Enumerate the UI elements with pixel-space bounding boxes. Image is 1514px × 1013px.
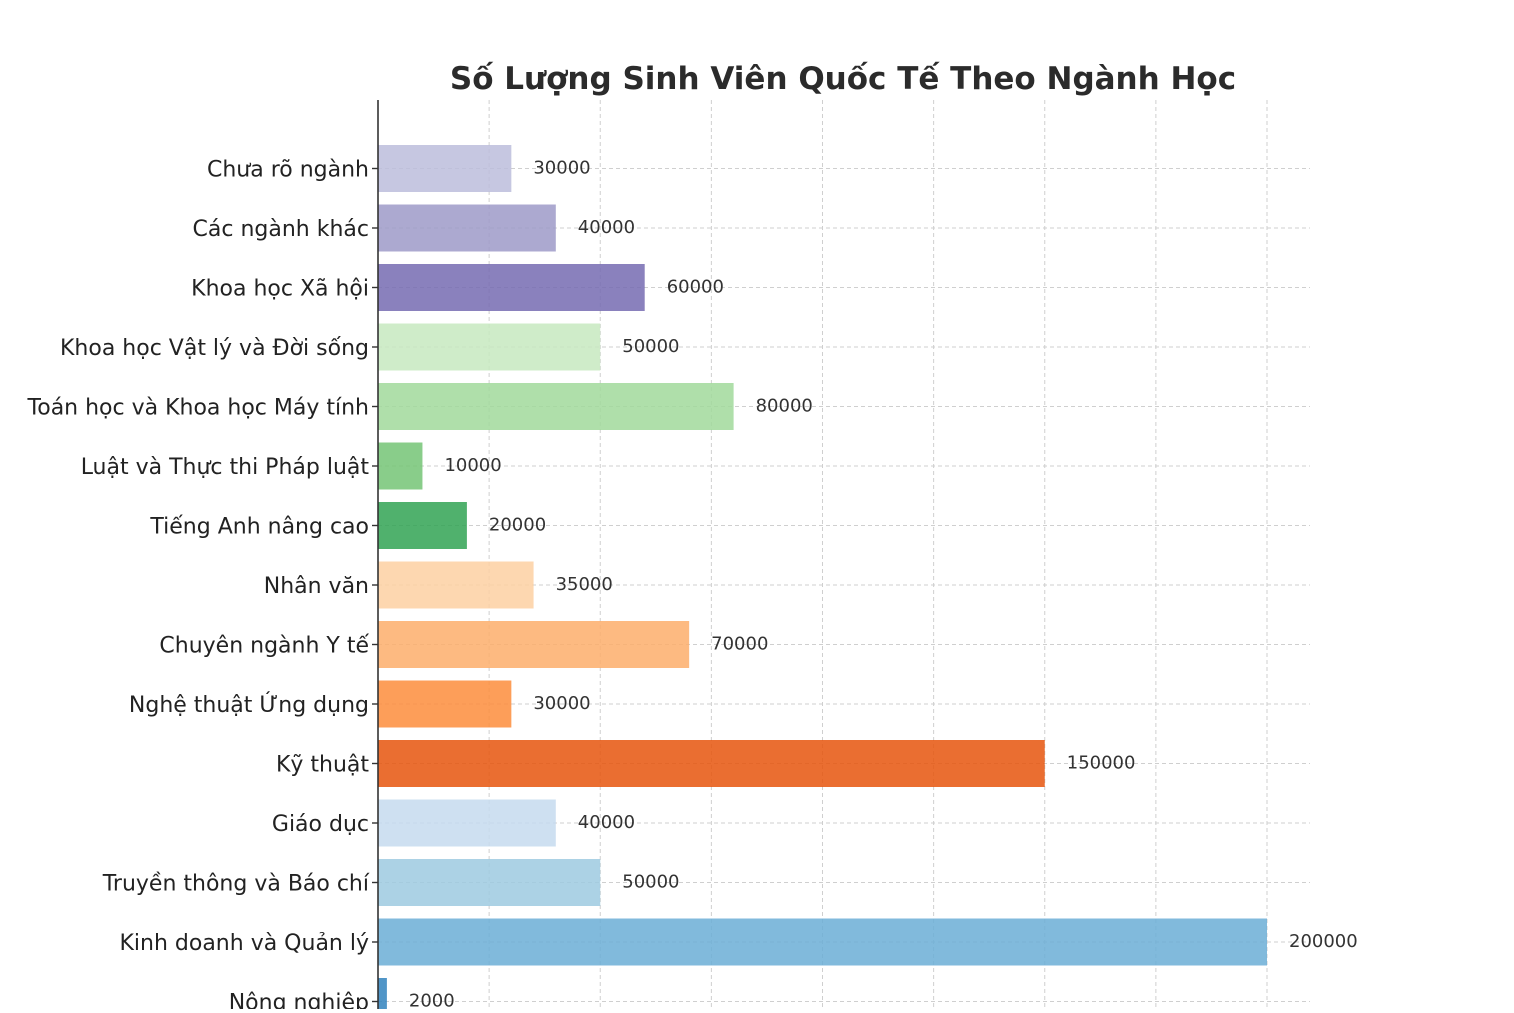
axis-layer xyxy=(372,100,379,1009)
bar xyxy=(378,621,690,668)
y-tick-label: Truyền thông và Báo chí xyxy=(102,872,370,897)
data-label: 30000 xyxy=(533,158,590,179)
data-label: 30000 xyxy=(533,693,590,714)
bar xyxy=(378,740,1045,787)
data-label: 60000 xyxy=(667,277,724,298)
y-tick-label: Nghệ thuật Ứng dụng xyxy=(129,692,369,718)
data-label: 2000 xyxy=(409,991,455,1010)
y-tick-label: Nhân văn xyxy=(264,574,369,599)
bar xyxy=(378,442,423,490)
bar xyxy=(378,204,556,252)
bar xyxy=(378,918,1267,966)
y-tick-label: Kinh doanh và Quản lý xyxy=(119,931,369,956)
data-label: 70000 xyxy=(711,634,768,655)
data-label: 40000 xyxy=(578,812,635,833)
y-tick-label: Nông nghiệp xyxy=(229,991,369,1010)
data-label: 10000 xyxy=(444,455,501,476)
data-label: 150000 xyxy=(1067,753,1136,774)
bar xyxy=(378,264,645,311)
bar xyxy=(378,799,556,847)
y-tick-label: Chưa rõ ngành xyxy=(207,158,369,183)
data-label: 50000 xyxy=(622,872,679,893)
y-tick-label: Toán học và Khoa học Máy tính xyxy=(27,396,369,421)
bar xyxy=(378,680,512,728)
y-tick-label: Kỹ thuật xyxy=(276,753,369,778)
bar xyxy=(378,859,601,906)
y-tick-label: Luật và Thực thi Pháp luật xyxy=(81,455,370,480)
data-label: 35000 xyxy=(556,574,613,595)
data-label: 200000 xyxy=(1289,931,1358,952)
y-tick-label: Tiếng Anh nâng cao xyxy=(149,515,369,540)
bars-layer xyxy=(378,145,1267,1013)
y-tick-label: Khoa học Vật lý và Đời sống xyxy=(60,336,369,361)
bar xyxy=(378,383,734,430)
y-tick-label: Giáo dục xyxy=(272,812,369,837)
bar xyxy=(378,323,601,371)
y-tick-label: Các ngành khác xyxy=(193,217,369,242)
bar xyxy=(378,561,534,609)
data-label: 40000 xyxy=(578,217,635,238)
data-label: 20000 xyxy=(489,515,546,536)
chart-title: Số Lượng Sinh Viên Quốc Tế Theo Ngành Họ… xyxy=(450,61,1236,97)
y-tick-label: Chuyên ngành Y tế xyxy=(159,634,369,659)
bar xyxy=(378,978,387,1013)
y-tick-label: Khoa học Xã hội xyxy=(191,277,369,302)
data-label: 50000 xyxy=(622,336,679,357)
data-label: 80000 xyxy=(756,396,813,417)
bar xyxy=(378,502,467,549)
bar xyxy=(378,145,512,192)
labels-layer: Chưa rõ ngành 30000 Các ngành khác 40000 Kho… xyxy=(27,158,1358,1013)
